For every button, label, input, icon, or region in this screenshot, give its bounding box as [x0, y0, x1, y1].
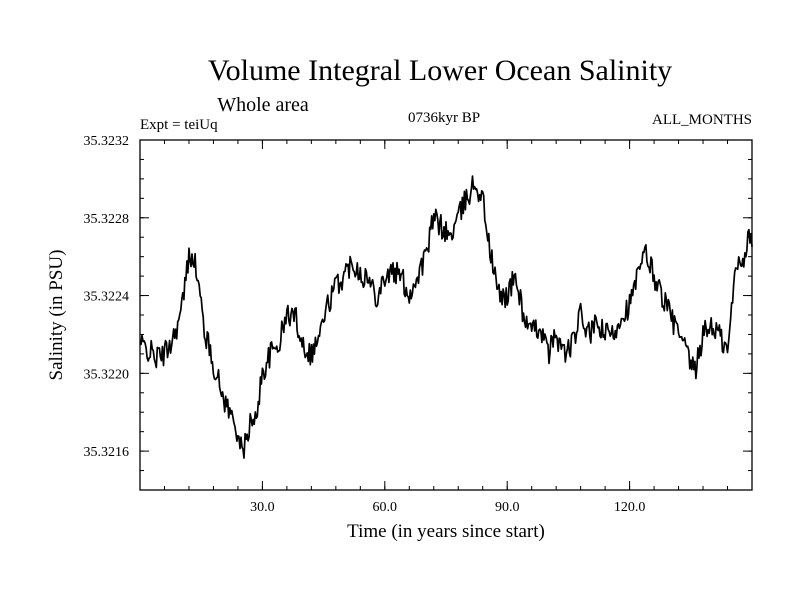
- experiment-label: Expt = teiUq: [140, 117, 218, 133]
- plot-frame: [139, 139, 753, 491]
- period-label: 0736kyr BP: [408, 110, 480, 126]
- x-tick-label: 90.0: [495, 500, 520, 515]
- x-axis-label: Time (in years since start): [347, 521, 545, 542]
- y-axis-ticks: 35.3216 35.3220 35.3224 35.3228 35.3232: [84, 134, 752, 460]
- y-tick-label: 35.3224: [84, 290, 130, 305]
- x-tick-label: 30.0: [250, 500, 275, 515]
- chart-subtitle: Whole area: [217, 94, 309, 116]
- x-tick-label: 120.0: [614, 500, 646, 515]
- y-axis-label: Salinity (in PSU): [46, 250, 67, 381]
- x-axis-ticks: 30.0 60.0 90.0 120.0: [250, 140, 645, 515]
- y-tick-label: 35.3220: [84, 367, 130, 382]
- chart-title: Volume Integral Lower Ocean Salinity: [208, 54, 672, 87]
- months-label: ALL_MONTHS: [652, 112, 752, 128]
- y-tick-label: 35.3232: [84, 134, 130, 149]
- salinity-series-line: [139, 175, 753, 459]
- y-minor-ticks: [140, 158, 752, 472]
- x-tick-label: 60.0: [373, 500, 398, 515]
- y-tick-label: 35.3228: [84, 212, 130, 227]
- y-tick-label: 35.3216: [84, 445, 130, 460]
